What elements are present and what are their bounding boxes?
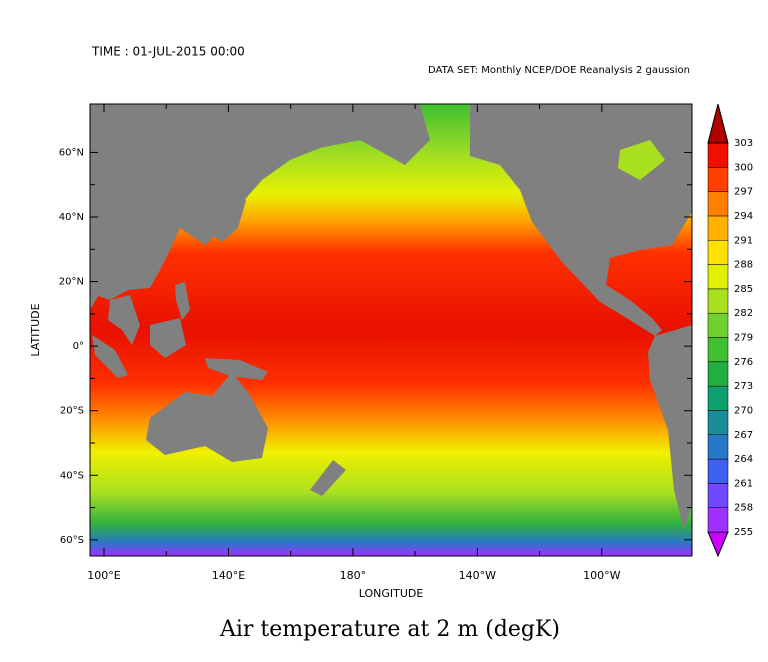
sumatra [92, 335, 128, 378]
colorbar-label: 282 [734, 308, 753, 319]
x-tick-label: 100°W [583, 569, 620, 582]
colorbar-label: 294 [734, 211, 753, 222]
colorbar-segment [707, 507, 729, 533]
colorbar-label: 300 [734, 162, 753, 173]
colorbar-segment [707, 264, 729, 290]
colorbar-label: 291 [734, 235, 753, 246]
japan [214, 180, 246, 242]
colorbar-high [707, 103, 729, 144]
hudson-bay [618, 140, 665, 180]
south-america [648, 325, 692, 530]
y-axis-label: LATITUDE [29, 303, 42, 356]
y-tick-label: 40°S [60, 470, 84, 481]
new-guinea [205, 358, 268, 380]
colorbar-segment [707, 215, 729, 241]
colorbar-label: 285 [734, 284, 753, 295]
map-frame [89, 103, 693, 557]
x-tick-label: 140°W [459, 569, 496, 582]
colorbar-segment [707, 458, 729, 484]
y-tick-label: 40°N [59, 212, 84, 223]
colorbar-label: 270 [734, 405, 753, 416]
colorbar-label: 279 [734, 333, 753, 344]
colorbar-segment [707, 142, 729, 168]
colorbar-label: 288 [734, 260, 753, 271]
x-tick-label: 140°E [212, 569, 245, 582]
colorbar-segment [707, 167, 729, 192]
colorbar-segment [707, 483, 729, 508]
colorbar-segment [707, 191, 729, 217]
colorbar-segment [707, 240, 729, 265]
colorbar-label: 303 [734, 138, 753, 149]
borneo [150, 318, 186, 358]
y-tick-label: 20°S [60, 406, 84, 417]
colorbar-label: 255 [734, 527, 753, 538]
colorbar-label: 276 [734, 357, 753, 368]
time-label: TIME : 01-JUL-2015 00:00 [91, 45, 245, 59]
x-axis-label: LONGITUDE [359, 587, 424, 600]
map-title: Air temperature at 2 m (degK) [219, 617, 560, 642]
y-tick-label: 20°N [59, 277, 84, 288]
colorbar-label: 261 [734, 478, 753, 489]
colorbar-label: 273 [734, 381, 753, 392]
colorbar-segment [707, 312, 729, 338]
x-tick-label: 100°E [87, 569, 120, 582]
x-tick-label: 180° [340, 569, 367, 582]
colorbar-segment [707, 288, 729, 314]
y-tick-label: 60°S [60, 535, 84, 546]
australia [146, 372, 268, 462]
colorbar-segment [707, 361, 729, 387]
colorbar-segment [707, 337, 729, 363]
dataset-label: DATA SET: Monthly NCEP/DOE Reanalysis 2 … [428, 65, 690, 76]
asia [90, 104, 430, 310]
colorbar-label: 267 [734, 430, 753, 441]
colorbar-segment [707, 385, 729, 411]
colorbar-label: 258 [734, 503, 753, 514]
y-tick-label: 0° [73, 341, 84, 352]
colorbar-segment [707, 410, 729, 435]
colorbar-label: 297 [734, 187, 753, 198]
indochina [108, 295, 140, 345]
colorbar-low [707, 531, 729, 558]
colorbar-segment [707, 434, 729, 460]
new-zealand [310, 460, 346, 496]
colorbar-label: 264 [734, 454, 753, 465]
philippines [175, 282, 190, 320]
y-tick-label: 60°N [59, 147, 84, 158]
map [89, 103, 693, 557]
